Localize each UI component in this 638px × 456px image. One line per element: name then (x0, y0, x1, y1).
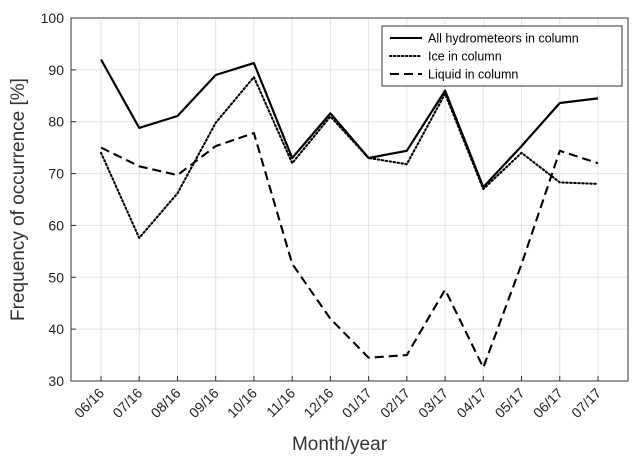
y-tick-label: 50 (48, 269, 64, 285)
x-tick-label: 03/17 (415, 385, 451, 421)
series-lines (99, 58, 600, 369)
y-tick-label: 60 (48, 217, 64, 233)
x-tick-label: 06/16 (71, 385, 107, 421)
x-tick-label: 05/17 (492, 385, 528, 421)
x-tick-label: 08/16 (147, 385, 183, 421)
y-tick-label: 90 (48, 62, 64, 78)
y-tick-label: 30 (48, 373, 64, 389)
x-axis-ticks: 06/16 07/16 08/16 09/16 10/16 11/16 12/16 01/17… (71, 376, 604, 421)
legend-label: Ice in column (428, 50, 502, 64)
x-tick-label: 07/16 (109, 385, 145, 421)
grid (71, 17, 628, 382)
series-line-dashed (100, 132, 599, 369)
legend: All hydrometeors in column Ice in column L… (381, 25, 623, 87)
x-tick-label: 04/17 (453, 385, 489, 421)
x-tick-label: 02/17 (377, 385, 413, 421)
x-tick-label: 11/16 (263, 385, 299, 421)
legend-label: All hydrometeors in column (428, 32, 579, 46)
y-axis-title: Frequency of occurrence [%] (8, 78, 29, 321)
x-tick-label: 10/16 (224, 385, 260, 421)
x-tick-label: 09/16 (186, 385, 222, 421)
y-tick-label: 40 (48, 321, 64, 337)
legend-label: Liquid in column (428, 68, 518, 82)
legend-box (381, 25, 623, 87)
y-tick-label: 80 (48, 114, 64, 130)
x-tick-label: 12/16 (300, 385, 336, 421)
series-line-dotted (99, 76, 600, 239)
x-tick-label: 07/17 (568, 385, 604, 421)
x-tick-label: 06/17 (530, 385, 566, 421)
plot-frame (70, 17, 629, 382)
y-axis-ticks: 30 40 50 60 70 80 90 100 (41, 10, 76, 389)
y-tick-label: 100 (41, 10, 65, 26)
x-tick-label: 01/17 (339, 385, 375, 421)
x-axis-title: Month/year (292, 434, 388, 455)
y-tick-label: 70 (48, 166, 64, 182)
